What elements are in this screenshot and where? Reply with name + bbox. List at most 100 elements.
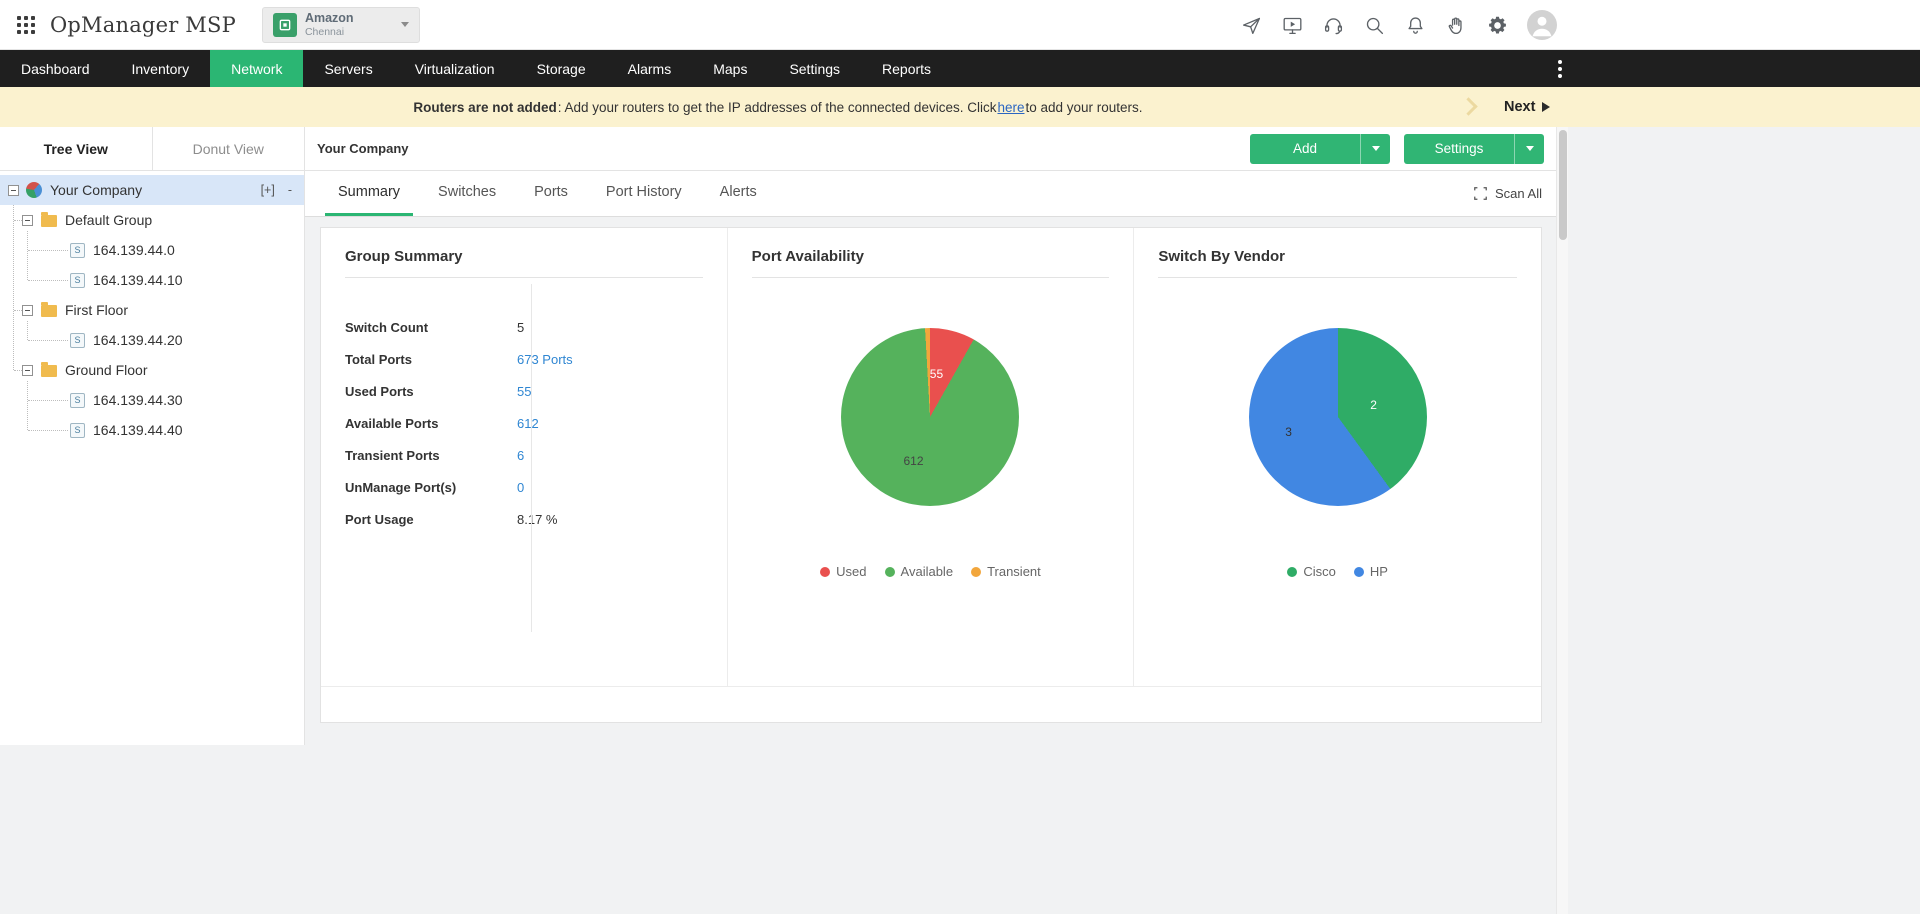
search-icon[interactable] [1363,14,1385,36]
table-row: Switch Count 5 [321,311,727,343]
tree-node-device[interactable]: 164.139.44.0 [0,235,304,265]
tree-node-label: Default Group [65,212,153,228]
workspace: Tree View Donut View Your Company [+] - [0,127,1920,914]
legend-item-cisco[interactable]: Cisco [1287,564,1336,579]
nav-item-virtualization[interactable]: Virtualization [414,60,495,77]
switch-device-icon [70,272,85,288]
tree-guide [28,430,68,431]
folder-icon [41,212,57,227]
card-title: Port Availability [751,248,1110,278]
legend-label: Used [836,564,867,579]
legend-label: Available [900,564,954,579]
add-button-group: Add [1250,133,1390,164]
tree-guide [14,220,22,221]
tenant-name: Amazon [304,11,354,26]
row-label: Transient Ports [345,447,440,463]
tree-node-ground-floor[interactable]: Ground Floor [0,355,304,385]
add-routers-link[interactable]: here [997,99,1025,115]
tree-node-first-floor[interactable]: First Floor [0,295,304,325]
settings-button[interactable]: Settings [1404,133,1514,164]
tab-tree-view[interactable]: Tree View [0,127,153,170]
nav-item-network[interactable]: Network [210,50,304,87]
nav-item-dashboard[interactable]: Dashboard [21,60,90,77]
tab-donut-view[interactable]: Donut View [192,140,264,157]
column-divider [531,284,532,632]
collapse-icon[interactable] [22,304,33,316]
scan-all-button[interactable]: Scan All [1473,171,1542,216]
row-value-link[interactable]: 673 Ports [517,351,573,367]
nav-item-alarms[interactable]: Alarms [627,60,672,77]
settings-gear-icon[interactable] [1486,14,1508,36]
nav-item-reports[interactable]: Reports [882,60,932,77]
legend-dot [971,566,982,577]
tenant-badge-icon [272,12,297,37]
tab-alerts[interactable]: Alerts [719,184,757,200]
main-navigation: Dashboard Inventory Network Servers Virt… [0,50,1920,87]
row-value: 5 [517,319,525,335]
tenant-location: Chennai [304,25,345,38]
nav-item-maps[interactable]: Maps [713,60,748,77]
legend-item-hp[interactable]: HP [1353,564,1388,579]
tree-guide [14,370,22,371]
pie-chart[interactable] [841,328,1020,506]
notifications-bell-icon[interactable] [1404,14,1426,36]
card-title: Group Summary [345,248,703,278]
nav-item-servers[interactable]: Servers [324,60,373,77]
support-headset-icon[interactable] [1322,14,1344,36]
switch-by-vendor-pie: 2 3 [1248,328,1427,506]
app-launcher-icon[interactable] [17,15,35,34]
tree-node-default-group[interactable]: Default Group [0,205,304,235]
row-value-link[interactable]: 0 [517,479,525,495]
content-tabs: Summary Switches Ports Port History Aler… [305,171,1556,217]
collapse-icon[interactable] [22,364,33,376]
legend-item-transient[interactable]: Transient [971,564,1041,579]
folder-icon [41,302,57,317]
summary-cards-container: Group Summary Switch Count 5 Total Ports… [320,227,1542,723]
summary-cards-row: Group Summary Switch Count 5 Total Ports… [321,228,1541,687]
tree-guide [28,250,68,251]
card-title: Switch By Vendor [1158,248,1517,278]
legend-item-available[interactable]: Available [884,564,954,579]
add-dropdown-caret[interactable] [1360,133,1390,164]
pie-chart[interactable] [1248,328,1427,506]
feedback-hand-icon[interactable] [1445,14,1467,36]
user-avatar[interactable] [1527,10,1557,40]
tree-node-device[interactable]: 164.139.44.20 [0,325,304,355]
tree-node-device[interactable]: 164.139.44.40 [0,415,304,445]
legend-item-used[interactable]: Used [820,564,867,579]
demo-video-icon[interactable] [1281,14,1303,36]
nav-item-storage[interactable]: Storage [536,60,586,77]
tenant-selector[interactable]: Amazon Chennai [261,6,420,43]
chevron-down-icon [1525,146,1534,151]
settings-dropdown-caret[interactable] [1514,133,1544,164]
vertical-scrollbar[interactable] [1556,127,1568,914]
nav-overflow-menu-icon[interactable] [1550,50,1570,87]
scrollbar-thumb[interactable] [1559,130,1567,240]
getting-started-icon[interactable] [1240,14,1262,36]
tree-node-device[interactable]: 164.139.44.10 [0,265,304,295]
tree-node-your-company[interactable]: Your Company [+] - [0,175,304,205]
scan-frame-icon [1474,187,1487,200]
nav-item-inventory[interactable]: Inventory [131,60,190,77]
row-value-link[interactable]: 6 [517,447,525,463]
collapse-icon[interactable] [22,214,33,226]
row-value-link[interactable]: 55 [517,383,532,399]
collapse-all-control[interactable]: - [287,183,292,197]
add-button[interactable]: Add [1250,133,1360,164]
content-header: Your Company Add Settings [305,127,1556,171]
nav-item-settings[interactable]: Settings [789,60,841,77]
row-value-link[interactable]: 612 [517,415,539,431]
tab-summary[interactable]: Summary [325,171,414,216]
tree-guide [28,400,68,401]
next-button[interactable]: Next [1504,87,1551,127]
sidebar: Tree View Donut View Your Company [+] - [0,127,305,745]
expand-all-control[interactable]: [+] [260,183,275,197]
tree-node-device[interactable]: 164.139.44.30 [0,385,304,415]
tab-port-history[interactable]: Port History [605,184,682,200]
legend-dot [820,566,831,577]
tab-ports[interactable]: Ports [534,184,568,200]
tab-switches[interactable]: Switches [438,184,497,200]
row-label: UnManage Port(s) [345,479,457,495]
collapse-icon[interactable] [8,184,19,196]
tree-guide [27,231,28,280]
